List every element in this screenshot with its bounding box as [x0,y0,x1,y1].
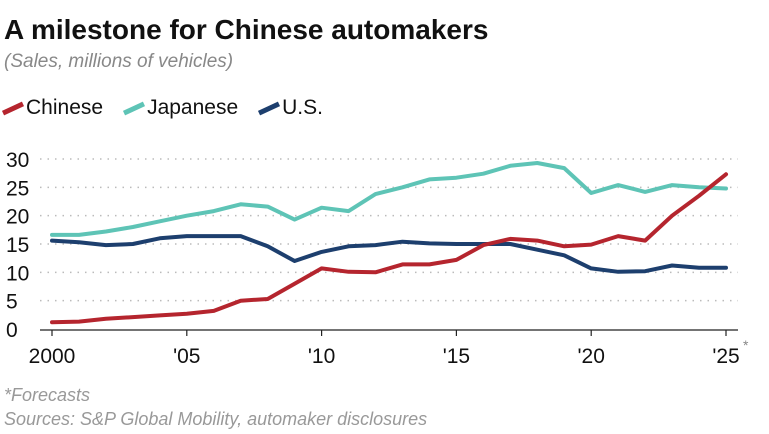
legend-item-us: U.S. [258,96,323,120]
legend-item-japanese: Japanese [123,96,238,120]
y-tick-label: 5 [6,291,18,314]
x-tick-label: '05 [173,345,200,368]
x-tick-label: '15 [443,345,470,368]
chart-title: A milestone for Chinese automakers [4,14,489,45]
legend-label: Japanese [147,96,239,119]
x-tick-label: '20 [578,345,605,368]
x-tick-label: 2000 [29,345,76,368]
chart-subtitle: (Sales, millions of vehicles) [4,51,234,72]
source-note: Sources: S&P Global Mobility, automaker … [4,409,428,429]
footnote: *Forecasts [4,385,91,405]
series-line-chinese [50,172,728,325]
x-tick-label: '10 [308,345,335,368]
x-tick-label: '25 [712,345,739,368]
legend-item-chinese: Chinese [1,96,104,120]
legend-label: U.S. [282,96,323,119]
legend-label: Chinese [26,96,104,119]
x-tick-annotation: * [743,337,749,353]
y-tick-label: 15 [6,234,29,257]
series-line-japanese [50,161,728,237]
legend: Chinese Japanese U.S. [1,96,323,120]
y-tick-label: 25 [6,177,29,200]
y-tick-label: 20 [6,206,29,229]
y-tick-label: 30 [6,149,29,172]
y-tick-label: 0 [6,319,18,342]
series-line-us [50,234,728,274]
y-tick-label: 10 [6,262,29,285]
